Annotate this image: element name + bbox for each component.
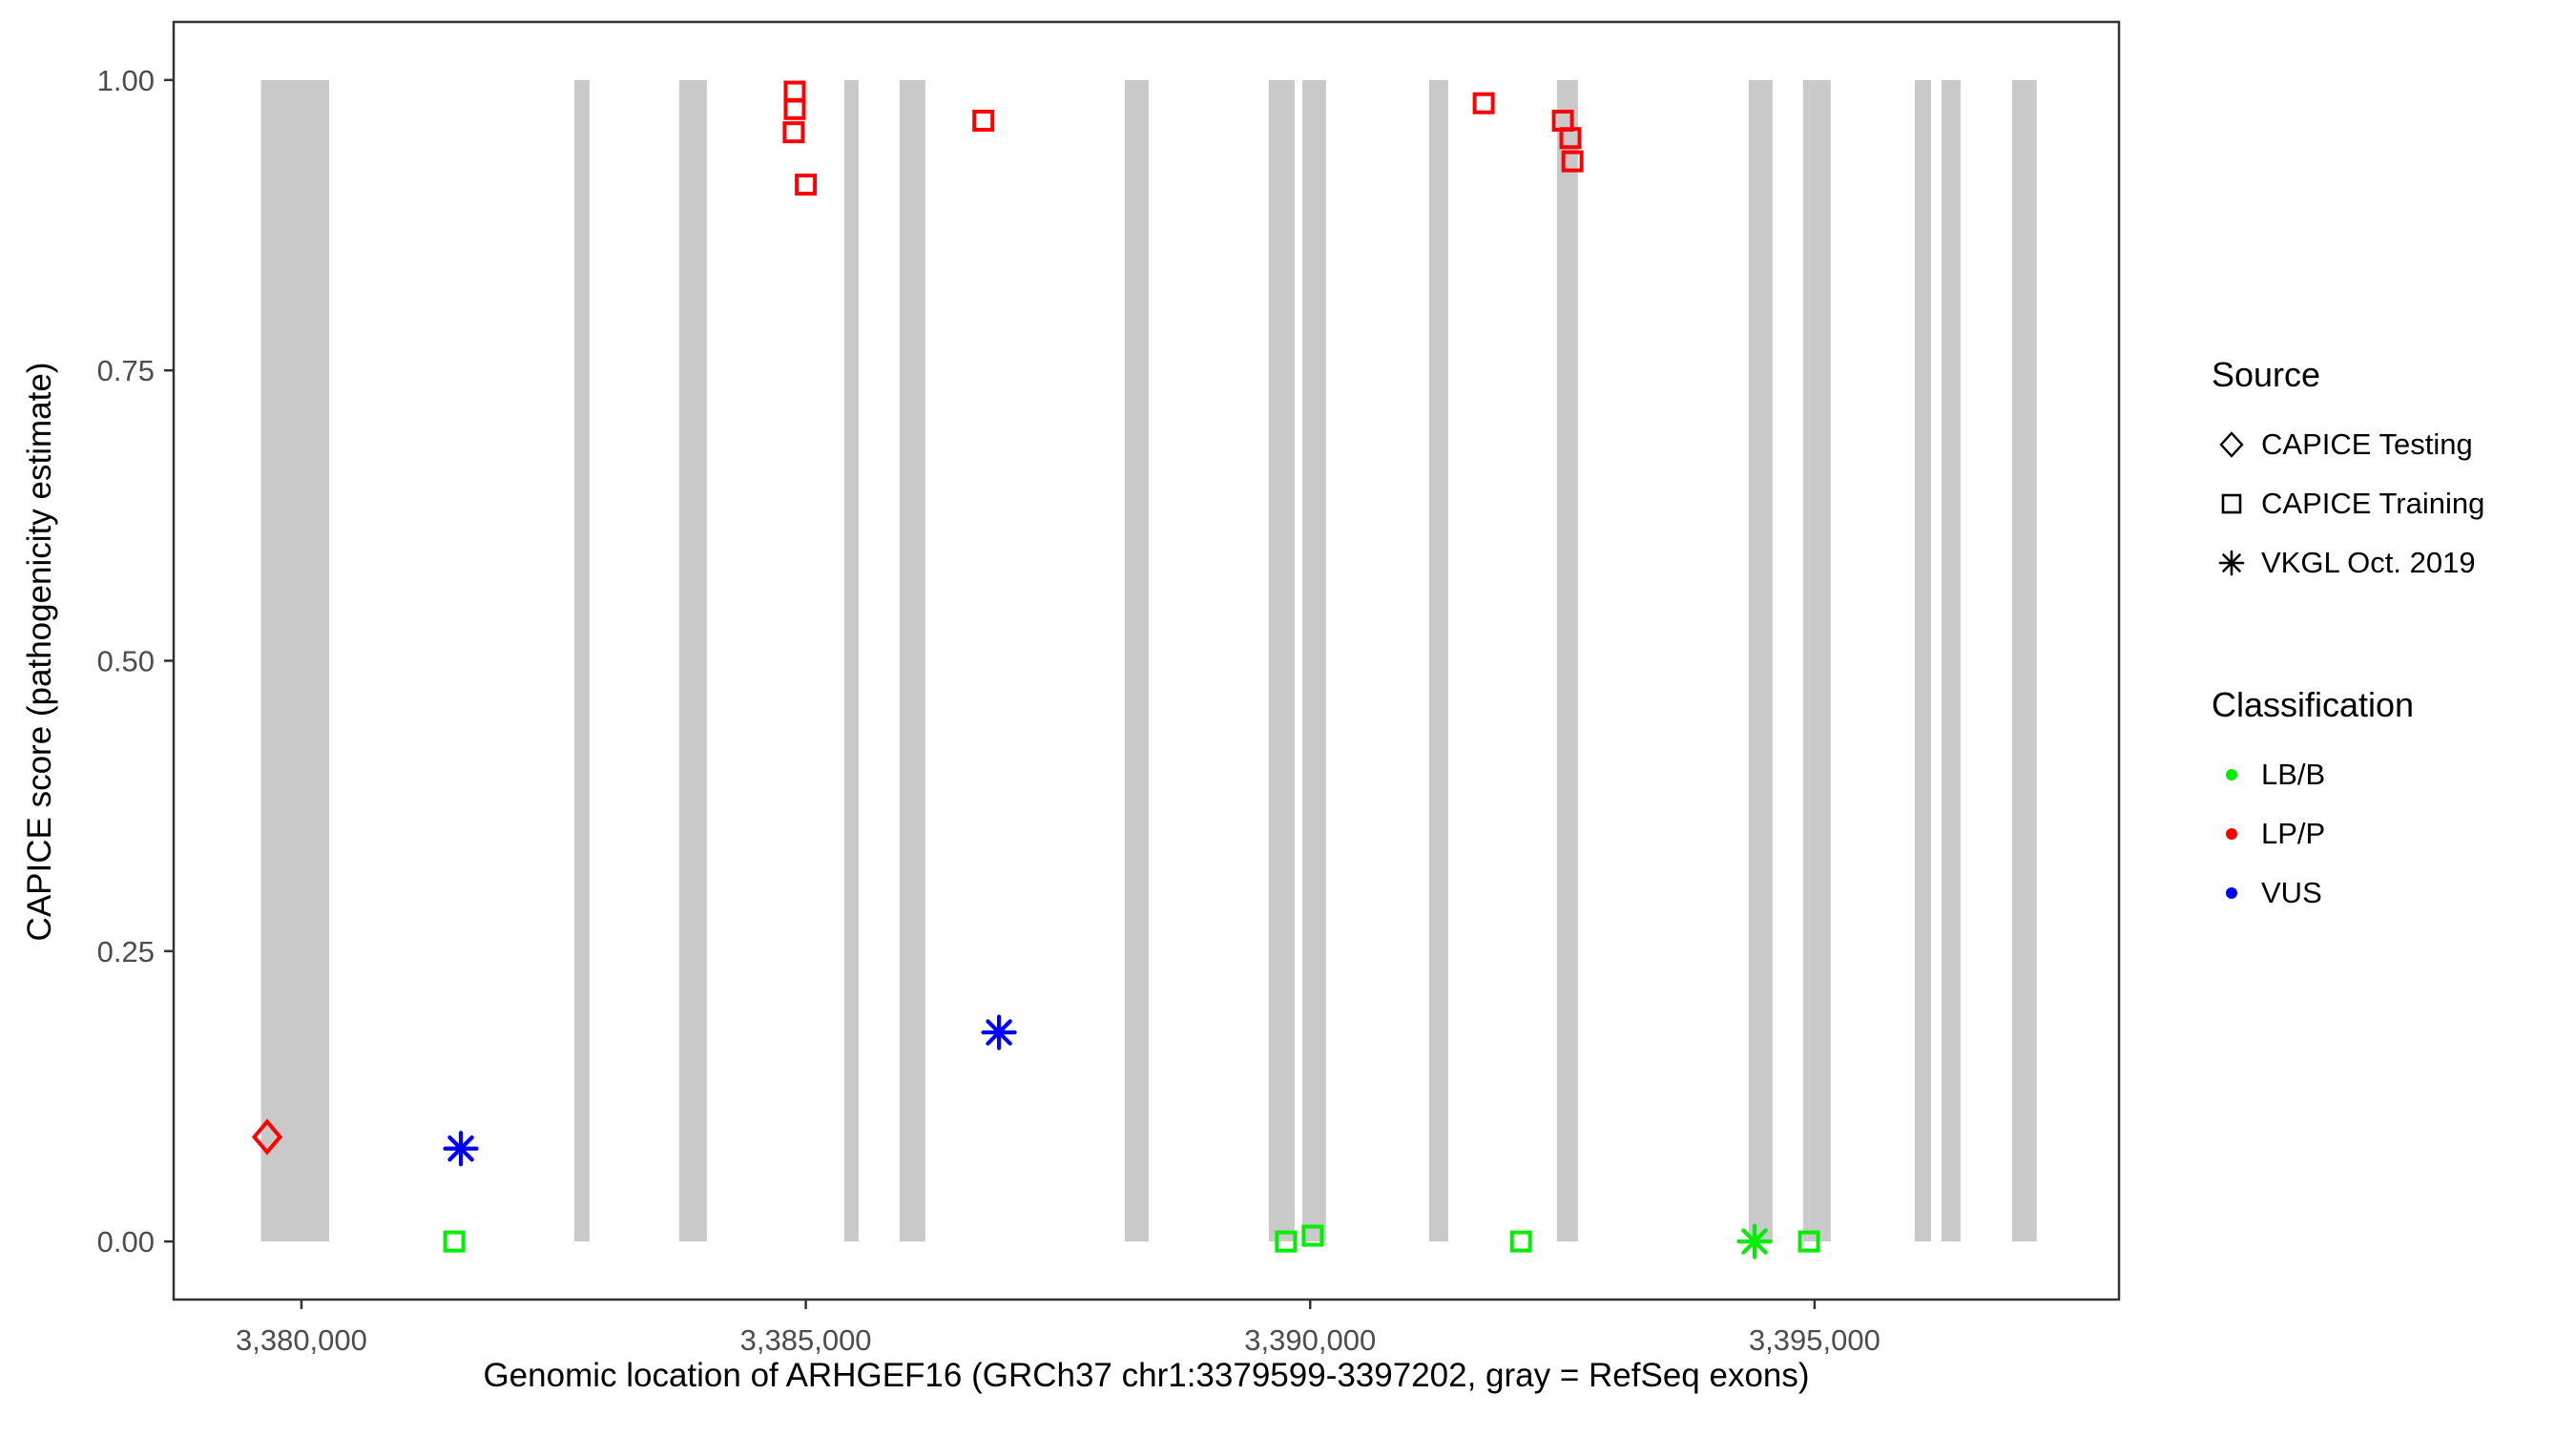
refseq-exon-bar [573,79,590,1242]
data-point-square [795,173,818,196]
legend-spacer [2212,597,2484,685]
legend-item-lbb: LB/B [2212,750,2484,800]
data-point-square [782,121,805,144]
data-point-asterisk [986,1019,1012,1046]
x-tick-label: 3,380,000 [236,1323,367,1357]
data-point-diamond [251,1118,283,1155]
x-axis-title: Genomic location of ARHGEF16 (GRCh37 chr… [483,1357,1810,1394]
data-point-square [1301,1224,1324,1247]
legend-label: CAPICE Testing [2261,427,2473,461]
refseq-exon-bar [2011,79,2037,1242]
data-point-square [443,1230,466,1253]
legend-classification-title: Classification [2212,685,2415,724]
legend-label: VKGL Oct. 2019 [2261,546,2476,579]
legend-label: LB/B [2261,758,2326,791]
refseq-exon-bar [1748,79,1773,1242]
y-tick-label: 0.00 [97,1225,155,1259]
square-icon [2212,484,2252,524]
refseq-exon-bar [843,79,859,1242]
red-dot-icon [2212,814,2252,854]
legend-item-vkgl: VKGL Oct. 2019 [2212,538,2484,588]
legend-label: CAPICE Training [2261,487,2485,520]
legend-item-capice-training: CAPICE Training [2212,479,2484,529]
legend-label: LP/P [2261,817,2326,850]
data-point-square [1797,1230,1820,1253]
refseq-exon-bar [1802,79,1831,1242]
refseq-exon-bar [899,79,925,1242]
data-point-asterisk [447,1134,474,1162]
refseq-exon-bar [1428,79,1448,1242]
blue-dot-icon [2212,873,2252,913]
legend-item-vus: VUS [2212,868,2484,918]
y-tick-label: 1.00 [97,64,155,97]
refseq-exon-bar [1556,79,1578,1242]
legend-item-lpp: LP/P [2212,809,2484,859]
refseq-exon-bar [1941,79,1961,1242]
y-tick-label: 0.50 [97,645,155,678]
refseq-exon-bar [678,79,707,1242]
data-point-square [1509,1230,1532,1253]
data-point-square [783,80,806,103]
refseq-exon-bar [260,79,330,1242]
x-tick-label: 3,390,000 [1244,1323,1376,1357]
data-point-square [1275,1230,1298,1253]
data-point-square [1559,127,1582,150]
green-dot-icon [2212,755,2252,795]
y-tick-label: 0.75 [97,354,155,387]
refseq-exon-bar [1914,79,1931,1242]
diamond-icon [2212,425,2252,465]
asterisk-icon [2212,543,2252,583]
y-axis-title: CAPICE score (pathogenicity estimate) [21,362,58,942]
refseq-exon-bar [1301,79,1326,1242]
legend: Source CAPICE Testing CAPICE Training [2212,355,2484,927]
data-point-square [783,97,806,120]
data-point-asterisk [1741,1228,1768,1255]
refseq-exon-bar [1124,79,1149,1242]
refseq-exon-bar [1268,79,1295,1242]
y-tick-label: 0.25 [97,935,155,968]
x-tick-label: 3,395,000 [1749,1323,1880,1357]
x-tick-label: 3,385,000 [740,1323,872,1357]
legend-label: VUS [2261,876,2322,909]
data-point-square [972,109,995,132]
legend-item-capice-testing: CAPICE Testing [2212,420,2484,469]
data-point-square [1561,150,1584,173]
data-point-square [1472,92,1495,114]
legend-source-title: Source [2212,355,2321,394]
